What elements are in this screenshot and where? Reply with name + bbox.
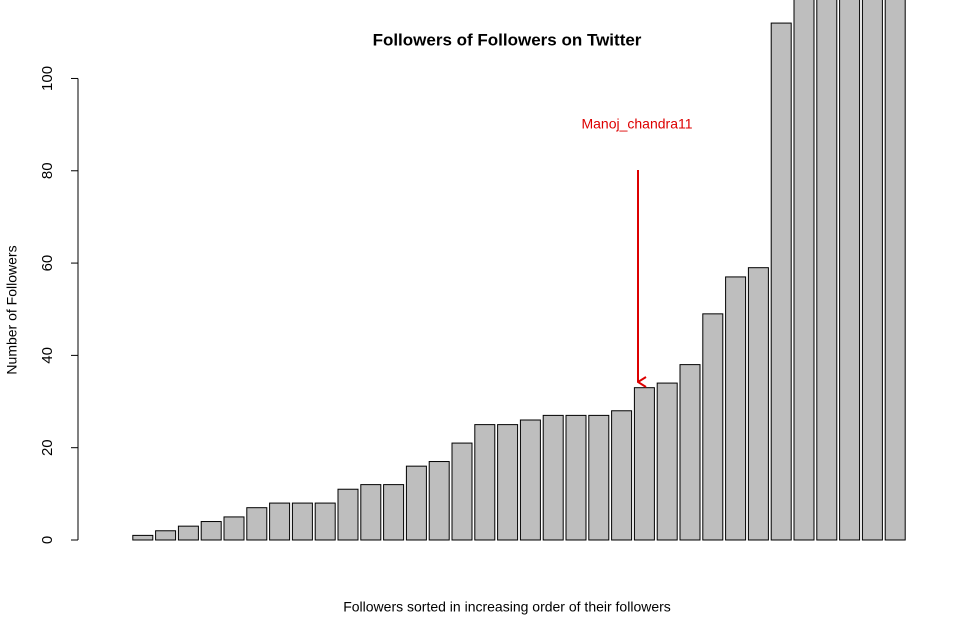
bar bbox=[132, 534, 154, 541]
y-tick-label: 80 bbox=[39, 162, 56, 179]
bar bbox=[246, 507, 268, 541]
bar bbox=[155, 530, 177, 541]
bar bbox=[793, 0, 815, 541]
annotation: Manoj_chandra11 bbox=[581, 116, 692, 132]
bar bbox=[656, 382, 678, 541]
bar bbox=[565, 414, 587, 541]
bar bbox=[542, 414, 564, 541]
bar bbox=[223, 516, 245, 541]
bar bbox=[519, 419, 541, 541]
bar bbox=[725, 276, 747, 541]
y-tick-label: 100 bbox=[39, 66, 56, 91]
bar bbox=[633, 387, 655, 541]
bar bbox=[177, 525, 199, 541]
y-tick-label: 0 bbox=[39, 536, 56, 544]
bar bbox=[451, 442, 473, 541]
y-tick-label: 60 bbox=[39, 255, 56, 272]
bar bbox=[611, 410, 633, 541]
bar bbox=[200, 521, 222, 541]
bar bbox=[497, 424, 519, 541]
bar bbox=[679, 364, 701, 541]
y-tick-label: 20 bbox=[39, 439, 56, 456]
bar bbox=[816, 0, 838, 541]
bars bbox=[132, 0, 906, 541]
bar bbox=[383, 484, 405, 541]
bar bbox=[747, 267, 769, 541]
bar bbox=[770, 22, 792, 541]
bar bbox=[360, 484, 382, 541]
bar bbox=[702, 313, 724, 541]
x-axis-label: Followers sorted in increasing order of … bbox=[343, 599, 671, 615]
bar bbox=[588, 414, 610, 541]
y-axis-label: Number of Followers bbox=[4, 245, 20, 374]
bar bbox=[839, 0, 861, 541]
bar bbox=[291, 502, 313, 541]
y-tick-label: 40 bbox=[39, 347, 56, 364]
bar bbox=[884, 0, 906, 541]
bar bbox=[269, 502, 291, 541]
bar bbox=[405, 465, 427, 541]
bar bbox=[428, 461, 450, 541]
bar bbox=[337, 488, 359, 541]
bar bbox=[861, 0, 883, 541]
bar bbox=[314, 502, 336, 541]
chart-title: Followers of Followers on Twitter bbox=[373, 30, 642, 49]
bar bbox=[474, 424, 496, 541]
